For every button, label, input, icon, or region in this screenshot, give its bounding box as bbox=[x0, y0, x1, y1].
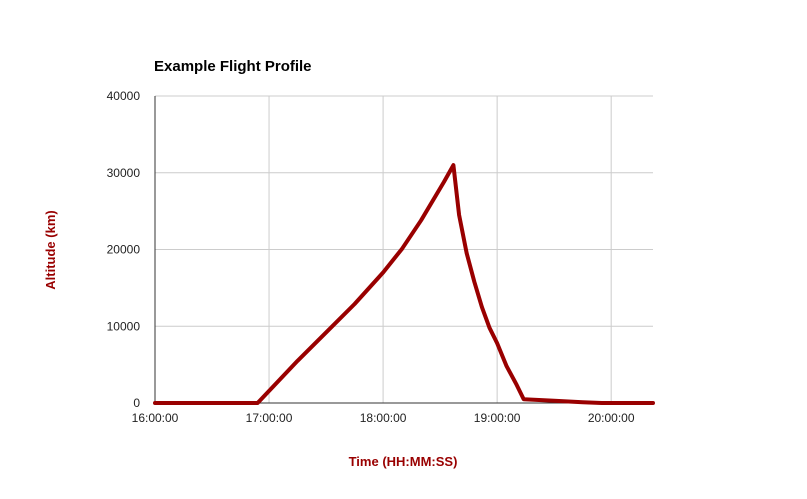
data-point bbox=[325, 331, 328, 334]
x-tick-label: 18:00:00 bbox=[360, 411, 407, 425]
data-point bbox=[515, 382, 518, 385]
y-tick-label: 40000 bbox=[107, 89, 141, 103]
gridlines bbox=[155, 95, 653, 403]
data-point bbox=[505, 365, 508, 368]
data-point bbox=[211, 402, 214, 405]
data-point bbox=[488, 326, 491, 329]
data-point bbox=[296, 359, 299, 362]
series-group bbox=[153, 163, 655, 405]
x-tick-label: 20:00:00 bbox=[588, 411, 635, 425]
series-line bbox=[153, 163, 655, 405]
data-point bbox=[154, 402, 157, 405]
x-tick-label: 16:00:00 bbox=[132, 411, 179, 425]
data-point bbox=[480, 306, 483, 309]
data-point bbox=[256, 402, 259, 405]
data-point bbox=[522, 398, 525, 401]
data-point bbox=[401, 247, 404, 250]
data-point bbox=[496, 342, 499, 345]
y-tick-label: 20000 bbox=[107, 243, 141, 257]
x-tick-label: 19:00:00 bbox=[474, 411, 521, 425]
x-axis-label: Time (HH:MM:SS) bbox=[349, 454, 458, 469]
data-point bbox=[420, 219, 423, 222]
data-point bbox=[600, 402, 603, 405]
data-point bbox=[465, 252, 468, 255]
x-tick-labels: 16:00:00 17:00:00 18:00:00 19:00:00 20:00:00 bbox=[132, 411, 635, 425]
data-point bbox=[382, 271, 385, 274]
data-point bbox=[652, 402, 655, 405]
y-tick-label: 10000 bbox=[107, 319, 141, 333]
chart-title: Example Flight Profile bbox=[154, 58, 312, 75]
data-point bbox=[353, 302, 356, 305]
y-axis-label: Altitude (km) bbox=[43, 210, 58, 289]
data-point bbox=[581, 401, 584, 404]
data-point bbox=[553, 399, 556, 402]
x-tick-label: 17:00:00 bbox=[246, 411, 293, 425]
data-point bbox=[452, 164, 455, 167]
y-tick-label: 0 bbox=[133, 396, 140, 410]
y-tick-labels: 0 10000 20000 30000 40000 bbox=[107, 89, 141, 410]
data-point bbox=[458, 213, 461, 216]
y-tick-label: 30000 bbox=[107, 166, 141, 180]
data-point bbox=[442, 180, 445, 183]
data-point bbox=[473, 280, 476, 283]
